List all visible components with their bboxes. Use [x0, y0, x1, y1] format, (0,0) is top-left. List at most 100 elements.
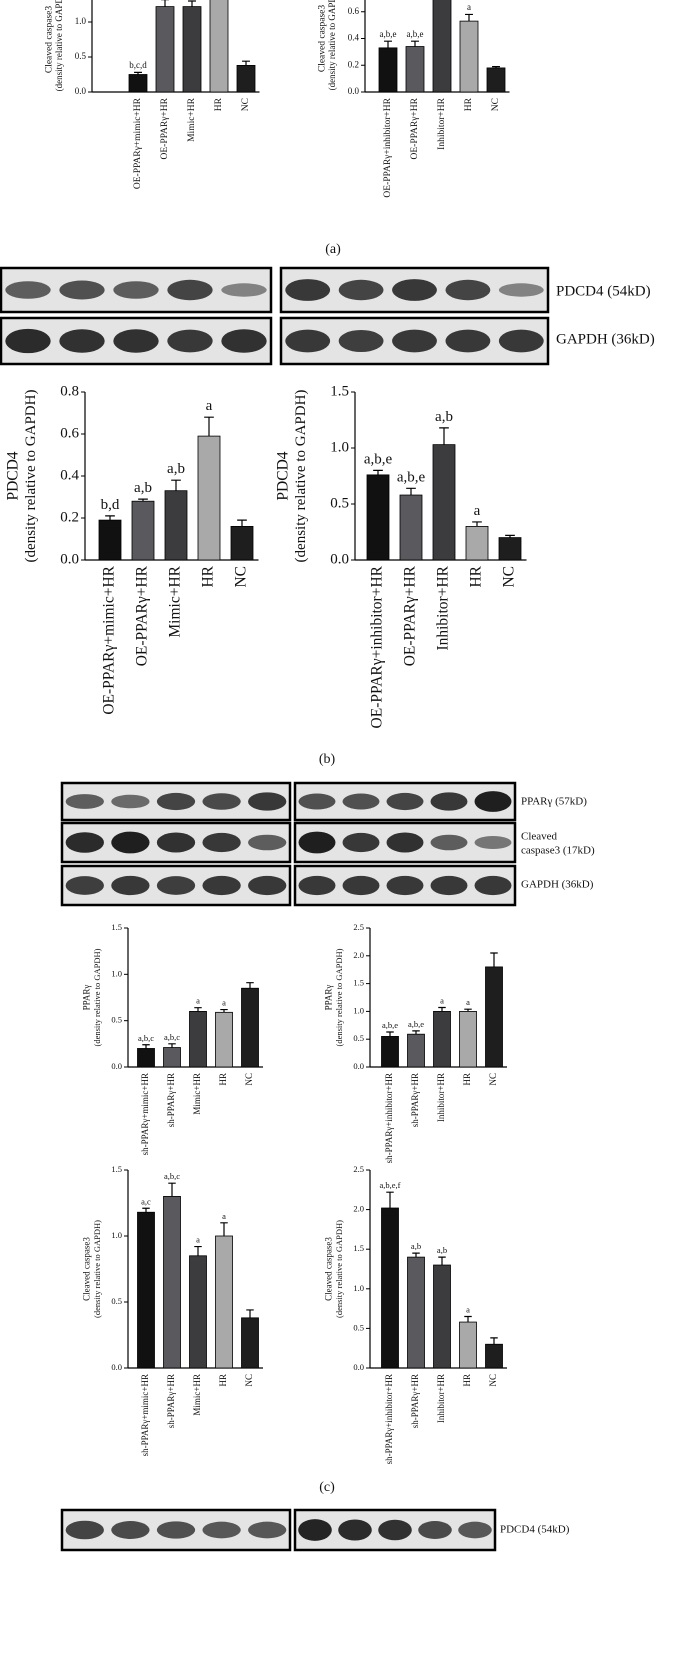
blot-band — [156, 1521, 196, 1539]
blot-label: PDCD4 (54kD) — [500, 1524, 570, 1536]
x-tick-label: OE-PPARγ+HR — [160, 97, 170, 159]
bar — [378, 47, 398, 93]
y-axis-label: (density relative to GAPDH) — [23, 390, 39, 563]
annotation: a,b — [437, 1245, 447, 1255]
x-tick-label: HR — [200, 565, 217, 587]
blot-band — [221, 329, 267, 353]
error-bar — [168, 1182, 176, 1197]
blot-band — [111, 875, 150, 896]
y-tick-label: 0.0 — [353, 1061, 364, 1071]
annotation: a,b,e — [408, 1019, 424, 1029]
annotation: a,b,c — [164, 1171, 180, 1181]
annotation: a — [466, 997, 470, 1007]
bar — [98, 519, 122, 561]
error-bar — [168, 1043, 176, 1048]
error-bar — [412, 1252, 420, 1258]
x-tick-label: OE-PPARγ+mimic+HR — [101, 565, 118, 714]
y-tick-label: 1.0 — [353, 1283, 364, 1293]
panel-label: (b) — [319, 752, 336, 767]
x-tick-label: OE-PPARγ+inhibitor+HR — [369, 565, 386, 728]
bar — [164, 490, 188, 561]
bar — [381, 1036, 399, 1068]
y-tick-label: 2.0 — [353, 1204, 364, 1214]
blot-band — [430, 875, 468, 896]
blot-band — [386, 792, 424, 811]
error-bar — [142, 1044, 150, 1049]
y-tick-label: 0.6 — [348, 6, 360, 16]
x-tick-label: NC — [244, 1374, 254, 1387]
blot-label: PPARγ (57kD) — [521, 796, 587, 808]
bar — [459, 20, 479, 93]
annotation: a,b,e — [382, 1020, 398, 1030]
blot-band — [111, 831, 150, 854]
y-tick-label: 0.5 — [75, 51, 87, 61]
error-bar — [472, 521, 482, 527]
y-axis-label: (density relative to GAPDH) — [334, 948, 344, 1046]
bar — [189, 1011, 207, 1068]
blot-band — [285, 329, 331, 353]
blot-band — [338, 279, 384, 301]
blot-band — [378, 1519, 412, 1541]
error-bar — [386, 1191, 394, 1209]
bar — [485, 966, 503, 1068]
annotation: a,b,c — [138, 1033, 154, 1043]
error-bar — [246, 982, 254, 989]
bar — [459, 1011, 477, 1068]
error-bar — [237, 519, 247, 527]
error-bar — [386, 1031, 394, 1037]
bar — [137, 1211, 155, 1369]
error-bar — [464, 1315, 472, 1323]
x-tick-label: OE-PPARγ+HR — [410, 97, 420, 159]
y-tick-label: 0.5 — [111, 1015, 122, 1025]
bar — [230, 526, 254, 561]
annotation: a — [440, 996, 444, 1006]
y-axis-label: Cleaved caspase3 — [324, 1237, 334, 1301]
x-tick-label: HR — [214, 97, 224, 111]
x-tick-label: Inhibitor+HR — [436, 1374, 446, 1423]
error-bar — [492, 65, 500, 68]
annotation: a — [196, 1235, 200, 1245]
blot-label: GAPDH (36kD) — [556, 331, 655, 347]
y-axis-label: Cleaved caspase3 — [82, 1237, 92, 1301]
error-bar — [138, 498, 148, 502]
blot-band — [386, 832, 424, 853]
error-bar — [220, 1008, 228, 1013]
x-tick-label: sh-PPARγ+mimic+HR — [140, 1374, 150, 1456]
y-tick-label: 1.5 — [353, 978, 364, 988]
blot-band — [430, 792, 468, 811]
blot-band — [474, 791, 512, 812]
annotation: a,b — [134, 480, 152, 496]
blot-band — [445, 329, 491, 353]
blot-band — [298, 793, 336, 810]
y-tick-label: 0.0 — [60, 551, 79, 567]
y-axis-label: PDCD4 — [274, 451, 291, 500]
blot-band — [474, 835, 512, 850]
bar — [163, 1196, 181, 1369]
annotation: a,c — [141, 1196, 151, 1206]
annotation: a,b,e — [380, 29, 397, 39]
bar — [189, 1255, 207, 1369]
annotation: a,b,e — [397, 469, 426, 485]
annotation: a — [206, 398, 213, 414]
annotation: a — [467, 2, 471, 12]
x-tick-label: Mimic+HR — [187, 97, 197, 142]
x-tick-label: Mimic+HR — [192, 1374, 202, 1416]
bar — [407, 1033, 425, 1068]
annotation: b,c,d — [129, 60, 147, 70]
blot-band — [202, 1521, 241, 1539]
x-tick-label: HR — [468, 565, 485, 587]
y-tick-label: 0.5 — [353, 1322, 364, 1332]
error-bar — [134, 71, 142, 75]
error-bar — [490, 1337, 498, 1345]
x-tick-label: NC — [491, 98, 501, 111]
bar — [128, 74, 148, 93]
x-tick-label: Inhibitor+HR — [435, 565, 452, 650]
x-tick-label: OE-PPARγ+mimic+HR — [133, 97, 143, 189]
y-tick-label: 1.5 — [111, 922, 122, 932]
annotation: a,b — [411, 1241, 421, 1251]
x-tick-label: Inhibitor+HR — [437, 97, 447, 149]
y-axis-label: (density relative to GAPDH) — [54, 0, 64, 91]
error-bar — [438, 1006, 446, 1012]
x-tick-label: sh-PPARγ+inhibitor+HR — [384, 1073, 394, 1163]
